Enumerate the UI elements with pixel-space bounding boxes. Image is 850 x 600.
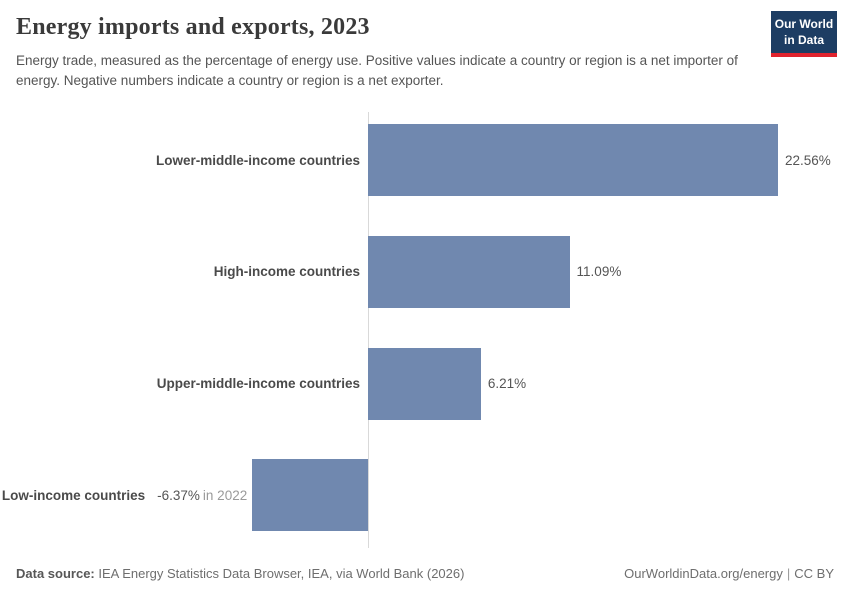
owid-url-link[interactable]: OurWorldinData.org/energy — [624, 566, 783, 581]
bar[interactable] — [368, 124, 778, 196]
footer-links: OurWorldinData.org/energy | CC BY — [624, 566, 834, 581]
row-labels: High-income countries — [0, 236, 360, 308]
owid-logo-line2: in Data — [783, 32, 824, 47]
bar[interactable] — [368, 347, 481, 420]
row-labels: Lower-middle-income countries — [0, 124, 360, 196]
category-label: Lower-middle-income countries — [155, 152, 360, 168]
data-source: Data source: IEA Energy Statistics Data … — [16, 566, 464, 581]
chart-footer: Data source: IEA Energy Statistics Data … — [16, 566, 834, 581]
data-source-label: Data source: — [16, 566, 95, 581]
footer-separator: | — [786, 566, 791, 581]
value-note: in 2022 — [202, 487, 248, 503]
row-labels: Upper-middle-income countries — [0, 348, 360, 420]
value-label: 6.21% — [487, 376, 527, 392]
row-labels: Low-income countries -6.37% in 2022 — [0, 459, 247, 531]
data-source-text[interactable]: IEA Energy Statistics Data Browser, IEA,… — [94, 566, 465, 581]
license-link[interactable]: CC BY — [794, 566, 834, 581]
zero-axis-line — [368, 112, 369, 548]
owid-logo-line1: Our World — [774, 17, 834, 31]
owid-logo[interactable]: Our World in Data — [771, 11, 837, 58]
chart-title: Energy imports and exports, 2023 — [16, 14, 370, 40]
chart-header: Energy imports and exports, 2023 Energy … — [16, 14, 750, 90]
category-label: Low-income countries — [1, 487, 146, 503]
value-label: 22.56% — [785, 152, 831, 168]
chart-subtitle: Energy trade, measured as the percentage… — [16, 53, 738, 88]
category-label: High-income countries — [213, 264, 360, 280]
bar[interactable] — [368, 235, 570, 308]
bar[interactable] — [252, 459, 368, 532]
category-label: Upper-middle-income countries — [156, 376, 360, 392]
value-label: -6.37% in 2022 — [157, 487, 248, 503]
value-label: 11.09% — [576, 264, 622, 280]
